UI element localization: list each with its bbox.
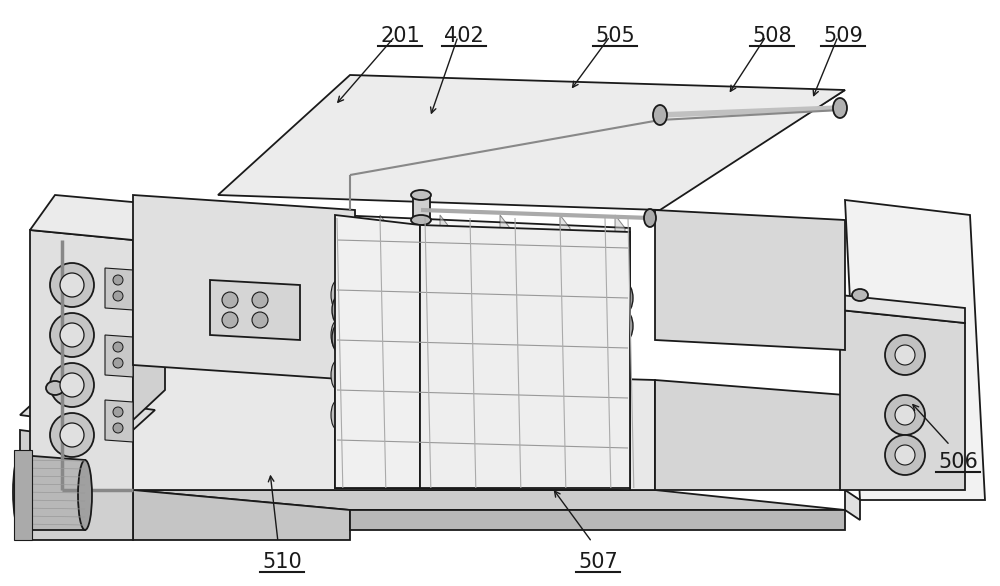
Polygon shape [338,268,622,310]
Polygon shape [20,395,155,430]
Polygon shape [845,200,985,500]
Polygon shape [210,280,300,340]
Ellipse shape [833,98,847,118]
Polygon shape [20,430,133,540]
Polygon shape [340,283,625,325]
Polygon shape [420,225,630,488]
Polygon shape [413,195,430,220]
Polygon shape [105,400,133,442]
Circle shape [895,405,915,425]
Polygon shape [840,295,965,323]
Circle shape [885,395,925,435]
Polygon shape [500,215,510,480]
Circle shape [50,263,94,307]
Circle shape [60,323,84,347]
Text: 402: 402 [444,26,484,46]
Circle shape [222,312,238,328]
Circle shape [60,423,84,447]
Polygon shape [105,268,133,310]
Polygon shape [655,90,845,210]
Text: 510: 510 [262,552,302,572]
Ellipse shape [644,209,656,227]
Circle shape [895,445,915,465]
Text: 509: 509 [823,26,863,46]
Ellipse shape [411,215,431,225]
Polygon shape [218,75,845,210]
Polygon shape [340,311,625,353]
Polygon shape [133,205,165,420]
Polygon shape [655,210,845,350]
Circle shape [113,407,123,417]
Circle shape [222,292,238,308]
Circle shape [60,273,84,297]
Circle shape [60,373,84,397]
Polygon shape [845,490,860,520]
Circle shape [113,423,123,433]
Circle shape [50,363,94,407]
Polygon shape [655,380,845,490]
Polygon shape [133,490,845,510]
Ellipse shape [46,381,64,395]
Circle shape [252,292,268,308]
Polygon shape [335,215,630,488]
Polygon shape [335,215,420,488]
Circle shape [50,313,94,357]
Text: 507: 507 [578,552,618,572]
Circle shape [50,413,94,457]
Ellipse shape [331,280,345,310]
Circle shape [252,312,268,328]
Polygon shape [350,510,845,530]
Polygon shape [338,388,622,430]
Text: 505: 505 [595,26,635,46]
Polygon shape [133,365,655,490]
Circle shape [113,291,123,301]
Ellipse shape [411,190,431,200]
Polygon shape [30,230,133,490]
Text: 506: 506 [938,452,978,472]
Polygon shape [380,215,390,480]
Polygon shape [338,348,622,390]
Ellipse shape [852,289,868,301]
Ellipse shape [331,400,345,430]
Ellipse shape [78,460,92,530]
Circle shape [113,358,123,368]
Polygon shape [20,455,85,530]
Circle shape [885,335,925,375]
Circle shape [113,275,123,285]
Circle shape [113,342,123,352]
Ellipse shape [13,455,27,530]
Polygon shape [338,308,622,350]
Ellipse shape [617,283,633,313]
Ellipse shape [615,268,629,298]
Polygon shape [105,335,133,377]
Polygon shape [440,215,450,480]
Polygon shape [133,490,350,540]
Text: 201: 201 [380,26,420,46]
Polygon shape [335,215,345,480]
Circle shape [885,435,925,475]
Polygon shape [560,215,570,480]
Ellipse shape [331,360,345,390]
Polygon shape [335,470,630,490]
Text: 508: 508 [752,26,792,46]
Polygon shape [30,195,165,240]
Polygon shape [615,215,625,480]
Ellipse shape [617,311,633,341]
Ellipse shape [332,323,348,353]
Ellipse shape [615,348,629,378]
Ellipse shape [331,320,345,350]
Ellipse shape [332,295,348,325]
Polygon shape [840,310,965,490]
Polygon shape [133,195,355,380]
Ellipse shape [615,388,629,418]
Circle shape [895,345,915,365]
Polygon shape [14,450,32,540]
Ellipse shape [653,105,667,125]
Ellipse shape [615,308,629,338]
